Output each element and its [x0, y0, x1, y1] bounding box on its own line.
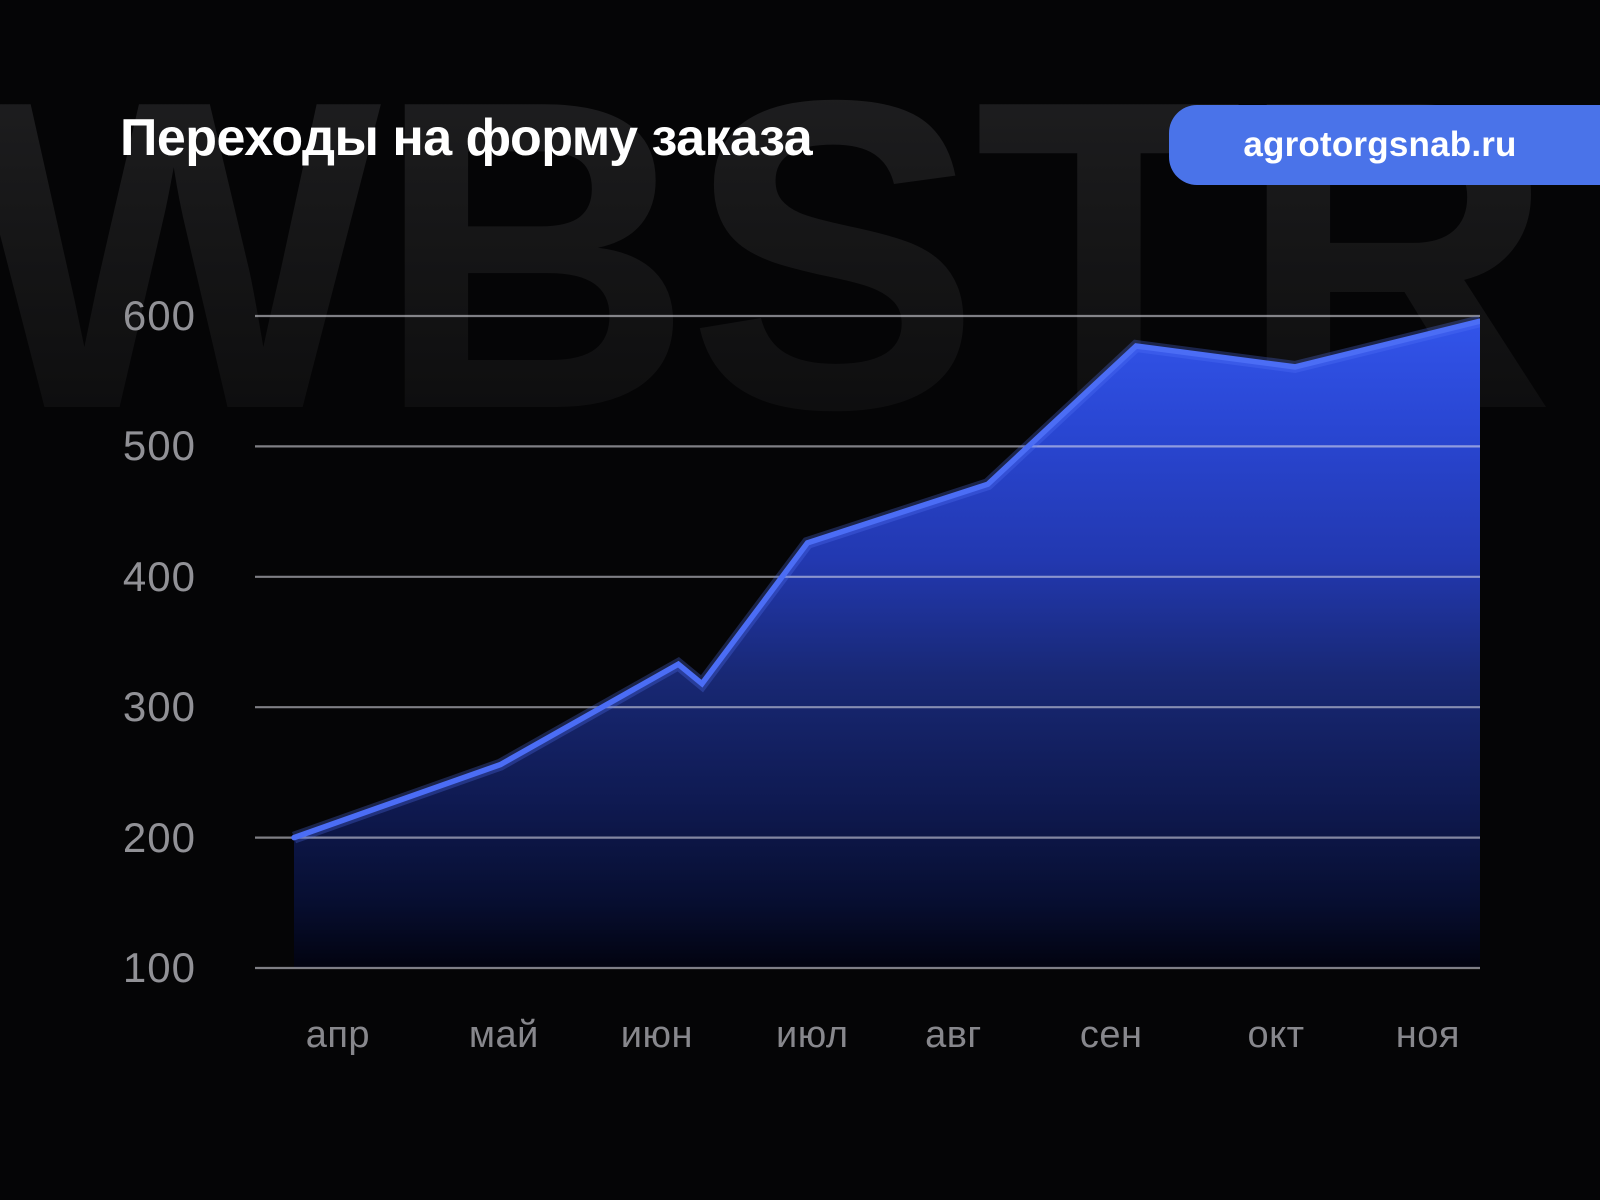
- area-chart: [255, 280, 1483, 980]
- y-tick-label-400: 400: [122, 552, 196, 600]
- area-fill: [294, 321, 1480, 968]
- y-tick-label-600: 600: [122, 292, 196, 339]
- x-tick-label-окт: окт: [1247, 1013, 1305, 1056]
- chart-svg: [255, 314, 1483, 970]
- site-url-badge[interactable]: agrotorgsnab.ru: [1169, 105, 1600, 185]
- y-tick-label-200: 200: [122, 813, 196, 861]
- x-tick-label-сен: сен: [1079, 1013, 1143, 1056]
- x-tick-label-май: май: [468, 1013, 539, 1056]
- y-tick-label-300: 300: [122, 683, 196, 731]
- x-tick-label-июн: июн: [620, 1013, 694, 1056]
- x-tick-label-апр: апр: [305, 1013, 371, 1056]
- x-tick-label-авг: авг: [925, 1013, 982, 1056]
- x-tick-label-ноя: ноя: [1395, 1013, 1460, 1056]
- series-line: [291, 318, 1483, 841]
- site-url-label: agrotorgsnab.ru: [1243, 125, 1517, 164]
- y-tick-label-500: 500: [122, 422, 196, 470]
- x-tick-label-июл: июл: [775, 1013, 849, 1056]
- page-title: Переходы на форму заказа: [120, 109, 813, 167]
- y-tick-label-100: 100: [122, 944, 196, 991]
